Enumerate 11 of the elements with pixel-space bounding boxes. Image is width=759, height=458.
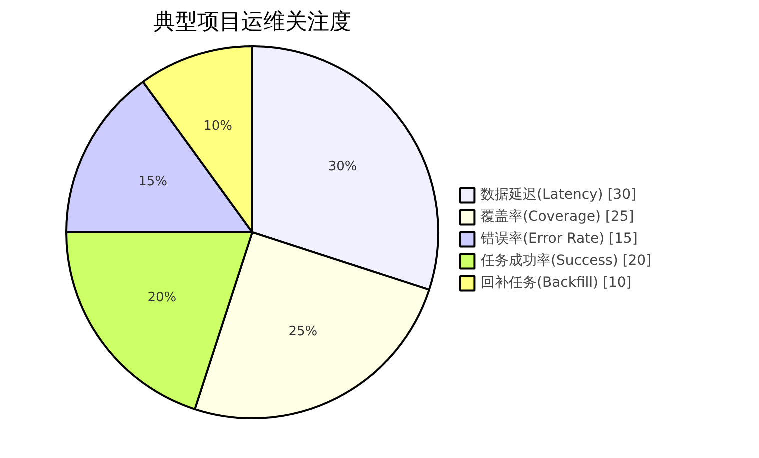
legend-label: 数据延迟(Latency) [30] <box>481 186 636 204</box>
legend-label: 覆盖率(Coverage) [25] <box>481 208 634 226</box>
legend-label: 错误率(Error Rate) [15] <box>481 230 638 248</box>
data-label: 10% <box>204 118 232 134</box>
legend-label: 回补任务(Backfill) [10] <box>481 274 632 292</box>
data-label: 15% <box>138 174 168 190</box>
data-label: 20% <box>148 290 177 306</box>
data-label: 30% <box>328 159 358 174</box>
chart-title: 典型项目运维关注度 <box>154 10 352 35</box>
data-label: 25% <box>288 324 318 340</box>
legend-label: 任务成功率(Success) [20] <box>481 252 652 270</box>
